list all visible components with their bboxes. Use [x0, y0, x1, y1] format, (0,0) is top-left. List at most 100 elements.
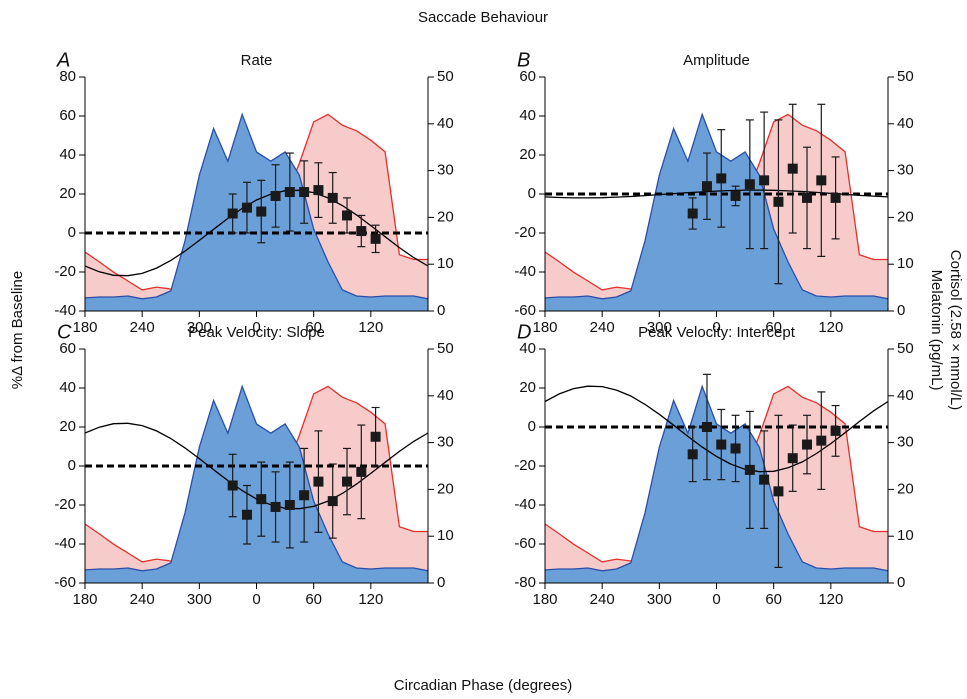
panel-title: Amplitude [683, 52, 750, 69]
x-tick-label: 120 [358, 319, 383, 336]
y-tick-label: 60 [59, 340, 76, 357]
fit-curve [84, 189, 429, 277]
area-line [84, 112, 429, 300]
data-point [716, 439, 727, 450]
data-point [227, 480, 238, 491]
data-point [270, 501, 281, 512]
y2-tick-label: 30 [437, 434, 454, 451]
data-point [342, 210, 353, 221]
data-point [744, 179, 755, 190]
x-tick-label: 60 [765, 591, 782, 608]
data-point [773, 486, 784, 497]
y-tick-label: 0 [68, 457, 76, 474]
x-tick-label: 60 [765, 319, 782, 336]
data-point [256, 206, 267, 217]
panel-letter: C [57, 321, 72, 343]
y-tick-label: 0 [528, 418, 536, 435]
data-point [241, 202, 252, 213]
y-tick-label: -40 [54, 535, 76, 552]
y2-tick-label: 0 [437, 574, 445, 591]
y2-tick-label: 30 [437, 162, 454, 179]
y-tick-label: 20 [519, 146, 536, 163]
data-point [687, 449, 698, 460]
y-tick-label: 0 [528, 185, 536, 202]
data-point [773, 196, 784, 207]
data-point [759, 175, 770, 186]
data-point [730, 190, 741, 201]
panel: D Peak Velocity: Intercept -80 -60 -40 -20 0 20… [514, 321, 913, 608]
y-tick-label: 20 [59, 418, 76, 435]
data-point [802, 439, 813, 450]
y2-tick-label: 50 [897, 68, 914, 85]
panel-title: Peak Velocity: Slope [188, 324, 325, 341]
y-tick-label: -40 [54, 302, 76, 319]
y-tick-label: -20 [54, 263, 76, 280]
data-point [356, 226, 367, 237]
y2-tick-label: 30 [897, 434, 914, 451]
data-point [687, 208, 698, 219]
data-point [313, 476, 324, 487]
data-point [830, 192, 841, 203]
x-tick-label: 240 [130, 319, 155, 336]
area-fill [545, 386, 888, 583]
y-tick-label: -20 [54, 496, 76, 513]
data-point [816, 435, 827, 446]
y2-tick-label: 20 [437, 208, 454, 225]
area-fill [85, 386, 428, 583]
y-tick-label: 60 [59, 107, 76, 124]
y-tick-label: -20 [514, 224, 536, 241]
data-point [342, 476, 353, 487]
panel-letter: D [517, 321, 531, 343]
panel-title: Peak Velocity: Intercept [638, 324, 796, 341]
y-tick-label: -40 [514, 496, 536, 513]
area-fill [545, 386, 888, 583]
y2-tick-label: 30 [897, 162, 914, 179]
data-point [299, 187, 310, 198]
y2-tick-label: 20 [897, 208, 914, 225]
x-tick-label: 0 [712, 591, 720, 608]
y2-axis-label: Melatonin (pg/mL) [928, 270, 945, 391]
x-tick-label: 120 [358, 591, 383, 608]
data-point [270, 190, 281, 201]
y2-tick-label: 10 [437, 527, 454, 544]
y-tick-label: -20 [514, 457, 536, 474]
x-tick-label: 300 [647, 319, 672, 336]
y-tick-label: 80 [59, 68, 76, 85]
y2-tick-label: 10 [897, 527, 914, 544]
x-tick-label: 0 [252, 591, 260, 608]
y-tick-label: -60 [514, 535, 536, 552]
x-tick-label: 120 [818, 319, 843, 336]
data-point [701, 181, 712, 192]
area-line [544, 384, 889, 572]
x-tick-label: 300 [187, 591, 212, 608]
x-tick-label: 120 [818, 591, 843, 608]
x-tick-label: 180 [72, 591, 97, 608]
data-point [327, 496, 338, 507]
panel: B Amplitude -60 -40 -20 0 20 40 60 0 10 20 30 40 50 180… [514, 49, 913, 336]
x-tick-label: 300 [187, 319, 212, 336]
y-tick-label: 40 [519, 340, 536, 357]
area-fill [545, 114, 888, 312]
data-point [370, 431, 381, 442]
figure-title: Saccade Behaviour [418, 9, 548, 26]
area-fill [85, 386, 428, 583]
data-point [730, 443, 741, 454]
x-tick-label: 240 [590, 591, 615, 608]
panel: C Peak Velocity: Slope -60 -40 -20 0 20 40 60 0 10… [54, 321, 453, 608]
y2-tick-label: 50 [437, 340, 454, 357]
x-tick-label: 300 [647, 591, 672, 608]
y-tick-label: -60 [514, 302, 536, 319]
y-tick-label: 40 [59, 146, 76, 163]
y2-tick-label: 0 [897, 302, 905, 319]
y-tick-label: 20 [519, 379, 536, 396]
data-point [327, 192, 338, 203]
panel-title: Rate [241, 52, 273, 69]
data-point [284, 187, 295, 198]
x-tick-label: 180 [532, 591, 557, 608]
data-point [241, 509, 252, 520]
data-point [701, 422, 712, 432]
data-point [313, 185, 324, 196]
data-point [759, 474, 770, 485]
data-point [299, 490, 310, 501]
